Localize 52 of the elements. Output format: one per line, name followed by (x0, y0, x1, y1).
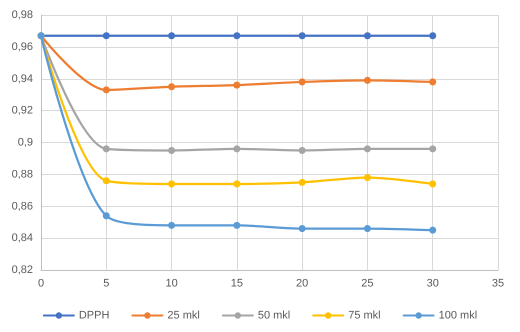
legend-label: 25 mkl (167, 310, 200, 322)
point (233, 145, 240, 152)
x-tick-label: 10 (165, 278, 178, 290)
y-tick-label: 0,92 (12, 104, 33, 117)
point (298, 78, 306, 86)
point (364, 32, 371, 40)
point (364, 174, 371, 182)
y-tick-label: 0,94 (12, 72, 33, 85)
point (429, 145, 436, 152)
y-tick-label: 0,86 (12, 200, 33, 212)
point (168, 32, 176, 40)
point (429, 32, 436, 40)
y-tick-label: 0,84 (12, 232, 33, 244)
x-tick-label: 25 (361, 278, 374, 290)
point (233, 32, 240, 40)
legend-label: 50 mkl (258, 310, 290, 322)
point (298, 178, 306, 186)
point (102, 212, 110, 220)
legend-label: 75 mkl (348, 310, 381, 322)
point (168, 222, 176, 229)
x-tick-label: 0 (38, 278, 44, 290)
point (429, 78, 436, 86)
point (364, 76, 371, 84)
y-tick-label: 0,88 (12, 168, 33, 180)
point (102, 145, 110, 152)
point (364, 145, 371, 152)
point (429, 180, 436, 188)
point (233, 180, 240, 188)
point (429, 226, 436, 234)
x-tick-label: 5 (103, 278, 110, 290)
point (233, 222, 240, 229)
point (298, 225, 306, 232)
point (298, 146, 306, 154)
point (364, 225, 371, 232)
y-tick-label: 0,98 (12, 9, 33, 21)
legend-label: 100 mkl (438, 310, 478, 322)
y-tick-label: 0,82 (12, 264, 33, 276)
x-tick-label: 20 (296, 278, 308, 290)
point (233, 82, 240, 89)
point (168, 146, 176, 154)
point (168, 180, 176, 188)
y-tick-label: 0,96 (12, 40, 33, 53)
point (298, 32, 306, 40)
point (168, 83, 176, 90)
point (102, 32, 110, 40)
x-tick-label: 30 (426, 278, 439, 290)
point (102, 177, 110, 184)
x-tick-label: 15 (230, 278, 243, 290)
point (102, 86, 110, 94)
x-tick-label: 35 (492, 278, 504, 290)
y-tick-label: 0,9 (18, 136, 33, 148)
legend-label: DPPH (78, 310, 110, 322)
